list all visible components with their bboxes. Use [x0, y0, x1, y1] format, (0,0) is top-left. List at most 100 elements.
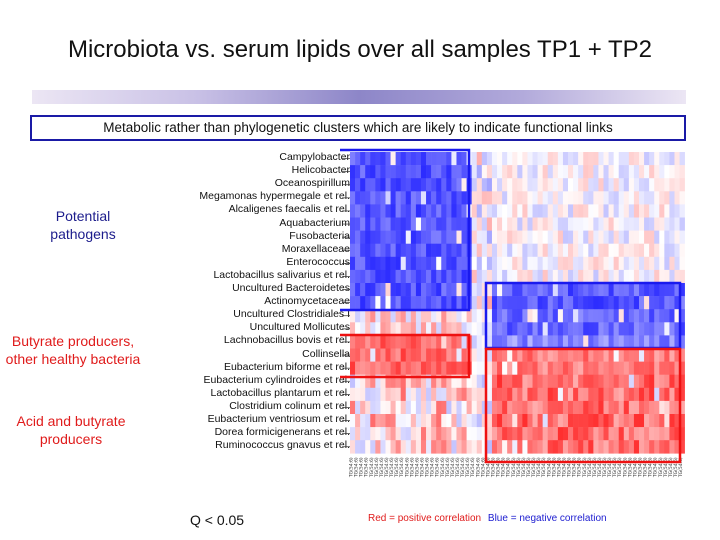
heatmap-cell — [395, 322, 401, 336]
heatmap-cell — [370, 256, 376, 271]
heatmap-cell — [405, 217, 412, 231]
heatmap-cell — [623, 296, 630, 310]
heatmap-cell — [557, 152, 564, 166]
heatmap-cell — [633, 256, 640, 271]
heatmap-cell — [552, 217, 559, 231]
heatmap-cell — [633, 178, 640, 192]
heatmap-cell — [410, 309, 417, 323]
heatmap-cell — [537, 322, 543, 336]
heatmap-cell — [674, 191, 680, 205]
column-tick-label: TG(54:6) — [364, 457, 370, 478]
heatmap-cell — [481, 414, 488, 428]
column-tick-label: TG(54:6) — [582, 457, 588, 478]
heatmap-cell — [568, 204, 574, 218]
heatmap-cell — [532, 217, 538, 231]
heatmap-cell — [512, 283, 518, 297]
heatmap-cell — [395, 374, 401, 389]
heatmap-cell — [486, 440, 493, 454]
heatmap-cell — [542, 230, 549, 244]
heatmap-cell — [365, 414, 371, 428]
heatmap-cell — [380, 387, 386, 402]
heatmap-cell — [562, 400, 569, 415]
heatmap-cell — [491, 440, 498, 454]
heatmap-cell — [623, 414, 630, 428]
heatmap-cell — [618, 309, 625, 323]
heatmap-cell — [350, 348, 356, 362]
heatmap-cell — [380, 269, 386, 284]
heatmap-cell — [542, 191, 549, 205]
heatmap-cell — [436, 165, 442, 179]
heatmap-cell — [583, 361, 589, 375]
heatmap-cell — [623, 256, 630, 271]
heatmap-cell — [547, 283, 554, 297]
heatmap-cell — [471, 427, 478, 441]
heatmap-cell — [654, 374, 660, 389]
heatmap-cell — [547, 309, 554, 323]
heatmap-cell — [415, 322, 422, 336]
heatmap-cell — [659, 309, 665, 323]
heatmap-cell — [628, 322, 635, 336]
heatmap-cell — [375, 414, 381, 428]
heatmap-cell — [491, 165, 498, 179]
heatmap-cell — [380, 152, 386, 166]
heatmap-cell — [628, 230, 635, 244]
column-tick-label: TG(54:6) — [394, 457, 400, 478]
heatmap-cell — [395, 256, 401, 271]
column-tick-label: TG(54:6) — [374, 457, 380, 478]
heatmap-cell — [476, 361, 483, 375]
heatmap-cell — [486, 152, 493, 166]
heatmap-cell — [420, 348, 427, 362]
heatmap-cell — [481, 427, 488, 441]
heatmap-cell — [573, 440, 579, 454]
heatmap-cell — [461, 204, 467, 218]
heatmap-cell — [532, 165, 538, 179]
heatmap-cell — [674, 217, 680, 231]
butyrate-highlight-box — [340, 333, 471, 379]
heatmap-cell — [669, 217, 675, 231]
heatmap-cell — [481, 374, 488, 389]
heatmap-cell — [512, 387, 518, 402]
group-label-acid: Acid and butyrate producers — [16, 413, 126, 447]
heatmap-cell — [456, 296, 462, 310]
heatmap-cell — [446, 178, 452, 192]
heatmap-cell — [375, 178, 381, 192]
heatmap-cell — [588, 204, 594, 218]
heatmap-cell — [410, 322, 417, 336]
heatmap-cell — [552, 322, 559, 336]
column-tick-label: TG(54:6) — [526, 457, 532, 478]
row-label: Eubacterium biforme et rel. — [223, 360, 350, 373]
heatmap-cell — [654, 361, 660, 375]
heatmap-cell — [431, 256, 437, 271]
heatmap-cell — [669, 335, 675, 349]
heatmap-cell — [461, 427, 467, 441]
heatmap-cell — [552, 400, 559, 415]
row-label: Helicobacter — [291, 164, 350, 177]
heatmap-cell — [390, 243, 396, 258]
heatmap-cell — [350, 217, 356, 231]
heatmap-cell — [350, 256, 356, 271]
heatmap-cell — [618, 348, 625, 362]
heatmap-cell — [431, 361, 437, 375]
heatmap-cell — [578, 178, 584, 192]
heatmap-cell — [623, 204, 630, 218]
heatmap-cell — [608, 361, 614, 375]
heatmap-cell — [456, 374, 462, 389]
row-label: Lactobacillus salivarius et rel. — [213, 268, 350, 281]
heatmap-cell — [593, 283, 599, 297]
heatmap-cell — [573, 348, 579, 362]
heatmap-cell — [360, 230, 366, 244]
heatmap-cell — [664, 152, 670, 166]
heatmap-cell — [461, 296, 467, 310]
heatmap-cell — [542, 440, 549, 454]
column-tick-label: TG(54:6) — [622, 457, 628, 478]
heatmap-cell — [638, 178, 645, 192]
heatmap-cell — [410, 152, 417, 166]
heatmap-cell — [375, 230, 381, 244]
heatmap-cell — [405, 309, 412, 323]
heatmap-cell — [583, 152, 589, 166]
heatmap-cell — [436, 178, 442, 192]
pathogen-highlight-box — [340, 148, 471, 312]
heatmap-cell — [623, 243, 630, 258]
heatmap-cell — [633, 348, 640, 362]
heatmap-cell — [522, 230, 528, 244]
